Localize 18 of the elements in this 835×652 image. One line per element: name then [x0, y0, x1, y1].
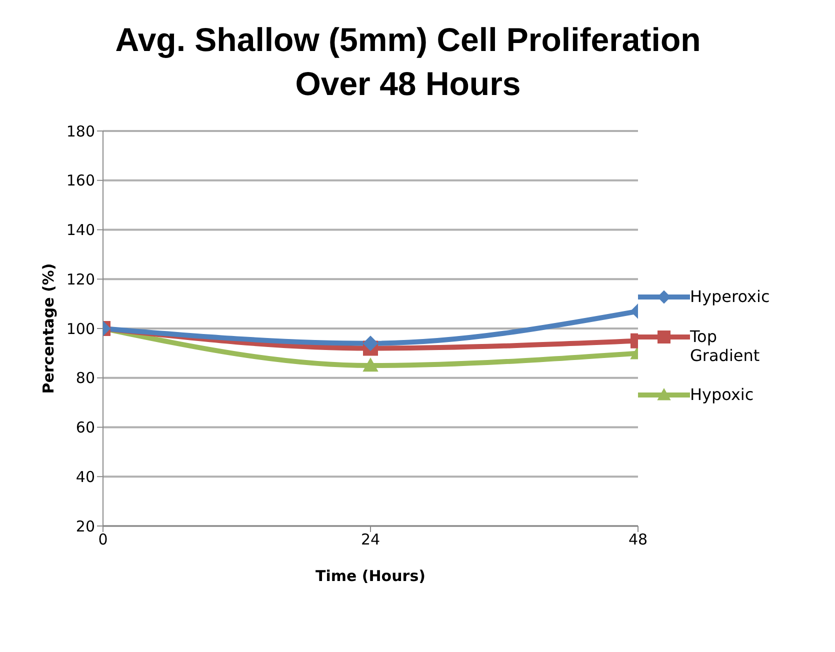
- y-tick-label: 40: [76, 468, 95, 486]
- y-tick-label: 100: [66, 320, 95, 338]
- x-tick-label: 0: [98, 530, 108, 549]
- legend-label: Hypoxic: [690, 385, 755, 404]
- x-axis-title: Time (Hours): [316, 567, 426, 585]
- y-tick-label: 80: [76, 369, 95, 388]
- y-tick-label: 60: [76, 418, 95, 437]
- x-tick-label: 48: [628, 530, 648, 549]
- y-tick-label: 160: [66, 172, 95, 190]
- legend-label: Hyperoxic: [690, 287, 771, 306]
- y-tick-label: 180: [66, 122, 95, 140]
- chart-title: Avg. Shallow (5mm) Cell Proliferation Over 48 Hours: [114, 20, 702, 104]
- x-tick-label: 24: [360, 530, 380, 549]
- y-tick-label: 140: [66, 221, 95, 240]
- legend-label: Top Gradient: [690, 327, 761, 365]
- y-tick-label: 120: [66, 270, 95, 288]
- y-tick-label: 20: [76, 517, 95, 536]
- y-axis-title: Percentage (%): [39, 263, 58, 394]
